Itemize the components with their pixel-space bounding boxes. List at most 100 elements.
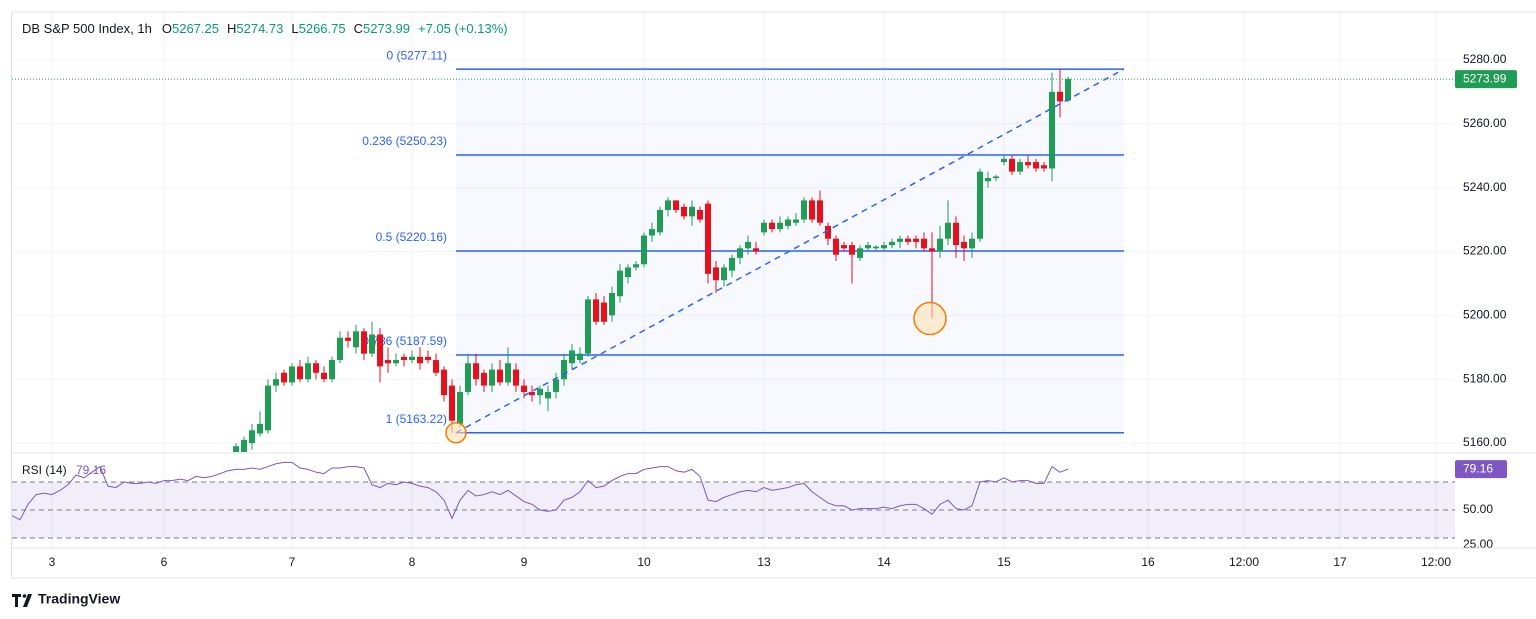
candle-body bbox=[777, 222, 783, 230]
legend-key: O bbox=[162, 21, 172, 36]
candle-body bbox=[649, 229, 655, 236]
candle-body bbox=[297, 366, 303, 380]
x-tick-label: 16 bbox=[1141, 555, 1155, 569]
candle-body bbox=[641, 235, 647, 265]
candle-body bbox=[617, 270, 623, 297]
candle-body bbox=[689, 206, 695, 217]
candle-body bbox=[377, 334, 383, 367]
candle-body bbox=[353, 331, 359, 348]
x-tick-label: 6 bbox=[161, 555, 168, 569]
candle-body bbox=[705, 203, 711, 274]
candle-body bbox=[1065, 79, 1071, 101]
last-price-box bbox=[1455, 70, 1517, 89]
brand: TradingView bbox=[38, 591, 120, 607]
rsi-line bbox=[12, 461, 1069, 521]
candle-body bbox=[881, 245, 887, 249]
candle-body bbox=[729, 257, 735, 271]
candle-body bbox=[449, 385, 455, 421]
candle-body bbox=[657, 209, 663, 233]
x-tick-label: 13 bbox=[757, 555, 771, 569]
y-tick-label: 5200.00 bbox=[1463, 308, 1507, 322]
y-tick-label: 5280.00 bbox=[1463, 52, 1507, 66]
price-pane: 0 (5277.11) 0.236 (5250.23) 0.5 (5220.16) 0… bbox=[12, 48, 1455, 452]
grid bbox=[12, 12, 1455, 548]
legend-key: C bbox=[354, 21, 363, 36]
candle-body bbox=[1033, 162, 1039, 169]
candle-body bbox=[865, 245, 871, 249]
x-tick-label: 12:00 bbox=[1421, 555, 1451, 569]
candle-body bbox=[521, 385, 527, 392]
candle-body bbox=[409, 356, 415, 361]
x-tick-label: 8 bbox=[409, 555, 416, 569]
rsi-value-box bbox=[1455, 460, 1507, 479]
y-tick-label: 5240.00 bbox=[1463, 180, 1507, 194]
legend: DB S&P 500 Index, 1h O5267.25 H5274.73 L526… bbox=[22, 21, 508, 36]
candle-body bbox=[337, 337, 343, 361]
candle-body bbox=[1001, 158, 1007, 163]
candle-body bbox=[593, 299, 599, 322]
candle-body bbox=[545, 391, 551, 399]
candle-body bbox=[1009, 158, 1015, 172]
candle-body bbox=[961, 241, 967, 249]
candle-body bbox=[897, 238, 903, 242]
rsi-value: 79.16 bbox=[76, 463, 106, 477]
x-tick-label: 9 bbox=[521, 555, 528, 569]
candle-body bbox=[769, 222, 775, 230]
fib-trend-line bbox=[455, 68, 1125, 434]
candle-body bbox=[761, 222, 767, 233]
candle-body bbox=[665, 200, 671, 210]
candle-body bbox=[505, 363, 511, 383]
legend-value: 5274.73 bbox=[236, 21, 283, 36]
candle-body bbox=[481, 372, 487, 386]
candle-body bbox=[417, 356, 423, 364]
candle-body bbox=[969, 238, 975, 249]
logo-mark bbox=[12, 594, 21, 607]
candle-body bbox=[857, 248, 863, 258]
candle-body bbox=[329, 360, 335, 380]
rsi-tick-label: 50.00 bbox=[1463, 502, 1493, 516]
candle-body bbox=[1017, 162, 1023, 172]
candle-body bbox=[305, 363, 311, 380]
rsi-pane: 25.00 50.00 bbox=[12, 461, 1493, 548]
rsi-value-label: 79.16 bbox=[1463, 461, 1493, 475]
candle-body bbox=[1049, 91, 1055, 169]
x-tick-label: 12:00 bbox=[1229, 555, 1259, 569]
fib-label: 0.236 (5250.23) bbox=[362, 134, 447, 148]
candle-body bbox=[1041, 165, 1047, 169]
legend-key: H bbox=[227, 21, 236, 36]
candle-body bbox=[489, 369, 495, 386]
axes: 3 6 7 8 9 10 13 14 15 16 12:00 17 12:00 5160.00 5180.0… bbox=[49, 52, 1517, 569]
logo-dot bbox=[22, 594, 27, 598]
candle-body bbox=[265, 385, 271, 431]
candle-body bbox=[793, 219, 799, 223]
candle-body bbox=[569, 350, 575, 364]
candle-body bbox=[537, 388, 543, 396]
legend-value: 5273.99 bbox=[363, 21, 410, 36]
legend-value: 5266.75 bbox=[299, 21, 346, 36]
candle-body bbox=[249, 430, 255, 444]
candle-body bbox=[697, 209, 703, 220]
candle-body bbox=[929, 248, 935, 252]
candle-body bbox=[945, 222, 951, 239]
candle-body bbox=[561, 360, 567, 380]
candle-body bbox=[889, 241, 895, 246]
candle-body bbox=[273, 379, 279, 386]
candle-body bbox=[513, 369, 519, 386]
last-price-label: 5273.99 bbox=[1463, 71, 1507, 85]
candle-body bbox=[833, 238, 839, 255]
candle-body bbox=[817, 200, 823, 223]
x-tick-label: 14 bbox=[877, 555, 891, 569]
x-tick-label: 10 bbox=[637, 555, 651, 569]
rsi-title: RSI (14) bbox=[22, 463, 67, 477]
candle-body bbox=[825, 225, 831, 239]
candle-body bbox=[985, 178, 991, 182]
candle-body bbox=[465, 363, 471, 392]
y-tick-label: 5260.00 bbox=[1463, 116, 1507, 130]
candle-body bbox=[625, 267, 631, 278]
candle-body bbox=[321, 372, 327, 380]
candle-body bbox=[841, 245, 847, 249]
candle-body bbox=[873, 246, 879, 249]
candle-body bbox=[313, 363, 319, 373]
x-tick-label: 17 bbox=[1333, 555, 1347, 569]
